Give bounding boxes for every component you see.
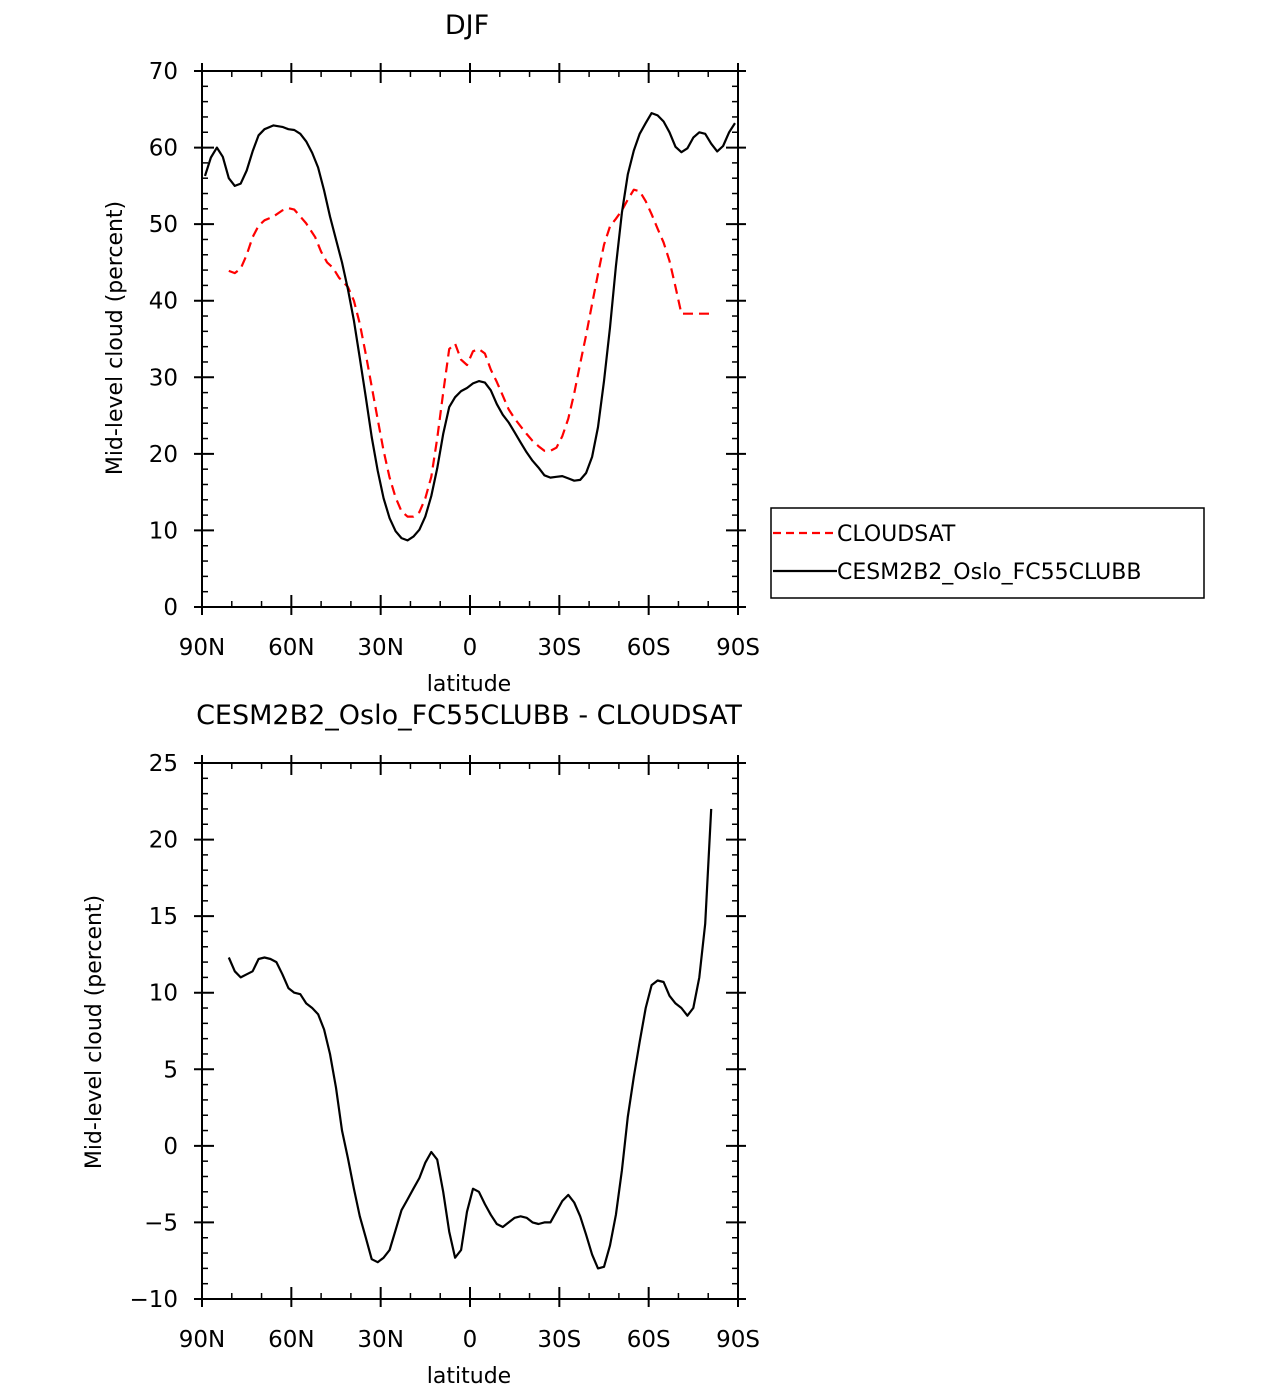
y-tick-label: 0: [163, 1134, 178, 1160]
x-tick-label: 90N: [179, 1327, 225, 1353]
x-axis-label: latitude: [427, 1364, 511, 1389]
y-tick-label: 25: [149, 751, 178, 777]
y-tick-label: 30: [149, 365, 178, 391]
y-tick-label: 40: [149, 289, 178, 315]
x-axis-label: latitude: [427, 672, 511, 697]
plot-frame: [201, 762, 739, 1300]
legend-label-cloudsat: CLOUDSAT: [837, 522, 956, 547]
y-tick-label: 10: [149, 518, 178, 544]
series-line-difference: [227, 808, 713, 1270]
chart-title: DJF: [445, 10, 489, 41]
y-tick-label: 20: [149, 442, 178, 468]
y-tick-label: 10: [149, 981, 178, 1007]
x-tick-label: 90S: [716, 635, 760, 661]
chart-djf: DJF 90N 60N 30N 0 30S 60S 90S 0 10 20 30 40 50 60 70 l…: [103, 10, 760, 697]
series-line-cesm2b2-oslo-fc55clubb: [203, 112, 736, 542]
y-tick-label: 50: [149, 212, 178, 238]
x-tick-label: 30N: [357, 1327, 403, 1353]
legend-box: [770, 507, 1205, 599]
x-tick-label: 60S: [627, 635, 671, 661]
x-tick-label: 0: [463, 1327, 478, 1353]
y-tick-label: 5: [163, 1057, 178, 1083]
series-line-cloudsat: [228, 188, 712, 518]
y-tick-label: 15: [149, 904, 178, 930]
x-tick-label: 60N: [268, 1327, 314, 1353]
y-tick-label: 70: [149, 59, 178, 85]
x-tick-label: 30S: [537, 1327, 581, 1353]
x-tick-label: 90S: [716, 1327, 760, 1353]
x-tick-label: 90N: [179, 635, 225, 661]
chart-difference: CESM2B2_Oslo_FC55CLUBB - CLOUDSAT 90N 60N…: [82, 700, 760, 1389]
legend: CLOUDSAT CESM2B2_Oslo_FC55CLUBB: [770, 507, 1205, 599]
x-tick-label: 30S: [537, 635, 581, 661]
legend-label-model: CESM2B2_Oslo_FC55CLUBB: [837, 560, 1141, 585]
x-tick-label: 60N: [268, 635, 314, 661]
y-tick-label: 0: [163, 595, 178, 621]
plot-frame: [201, 70, 739, 608]
x-tick-label: 0: [463, 635, 478, 661]
x-tick-label: 60S: [627, 1327, 671, 1353]
y-axis-label: Mid-level cloud (percent): [82, 895, 107, 1169]
y-tick-label: 60: [149, 136, 178, 162]
y-tick-label: −10: [129, 1287, 178, 1313]
y-tick-label: 20: [149, 828, 178, 854]
chart-title: CESM2B2_Oslo_FC55CLUBB - CLOUDSAT: [196, 700, 742, 731]
y-axis-label: Mid-level cloud (percent): [103, 201, 128, 475]
x-tick-label: 30N: [357, 635, 403, 661]
y-tick-label: −5: [144, 1210, 178, 1236]
